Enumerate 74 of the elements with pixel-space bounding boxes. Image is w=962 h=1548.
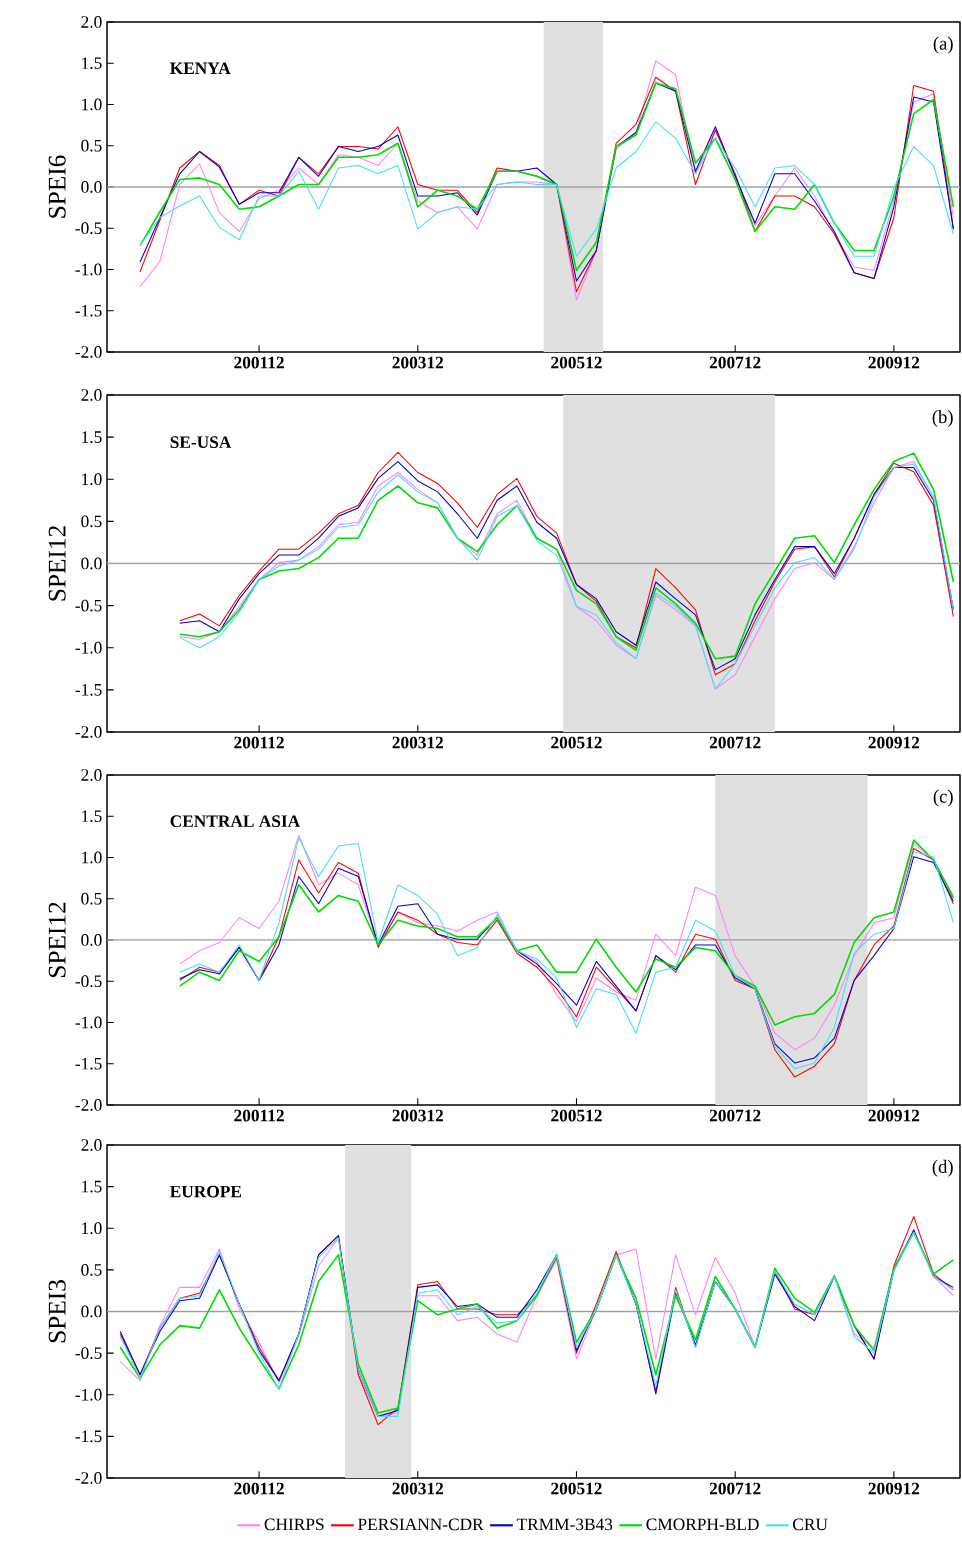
x-tick-label: 200112 — [234, 1482, 284, 1495]
y-tick-label: -1.5 — [75, 1057, 102, 1070]
y-tick-label: 2.0 — [81, 389, 102, 401]
y-tick-label: -2.0 — [75, 1472, 102, 1484]
x-tick-label: 200712 — [709, 1109, 761, 1122]
y-tick-label: -2.0 — [75, 1099, 102, 1111]
x-tick-label: 200912 — [868, 1109, 920, 1122]
x-tick-label: 200712 — [709, 736, 761, 749]
x-tick-label: 200112 — [234, 1109, 284, 1122]
y-tick-label: -1.5 — [75, 684, 102, 696]
y-tick-label: -1.5 — [75, 1430, 102, 1443]
text: SE-USA — [170, 436, 232, 448]
line-series — [139, 121, 954, 257]
y-tick-label: 0.5 — [81, 1263, 102, 1276]
y-tick-label: 1.0 — [82, 1222, 102, 1235]
x-tick-label: 200512 — [551, 736, 602, 749]
x-tick-label: 200912 — [868, 356, 920, 369]
text: CENTRAL ASIA — [170, 815, 301, 828]
x-tick-label: 200312 — [392, 1109, 444, 1122]
y-tick-label: 1.5 — [82, 431, 102, 443]
text: EUROPE — [170, 1185, 242, 1198]
y-tick-label: 1.5 — [82, 810, 102, 823]
y-tick-label: 0.0 — [81, 557, 102, 570]
x-tick-label: 200512 — [551, 356, 602, 369]
y-tick-label: -0.5 — [75, 222, 102, 235]
y-tick-label: 1.5 — [82, 1180, 102, 1193]
y-tick-label: -1.0 — [75, 263, 102, 276]
y-tick-label: 1.0 — [82, 98, 102, 111]
y-tick-label: -1.0 — [75, 641, 102, 654]
x-tick-label: 200312 — [392, 1482, 444, 1495]
x-tick-label: 200912 — [868, 736, 920, 749]
y-axis-title: SPEI3 — [48, 1280, 66, 1343]
y-tick-label: -2.0 — [75, 346, 102, 358]
y-tick-label: -1.0 — [75, 1388, 102, 1401]
y-tick-label: 1.0 — [82, 473, 102, 486]
x-tick-label: 200912 — [868, 1482, 920, 1495]
y-tick-label: 2.0 — [81, 1139, 102, 1151]
y-tick-label: 0.5 — [81, 515, 102, 528]
x-tick-label: 200712 — [709, 1482, 761, 1495]
x-tick-label: 200112 — [234, 736, 284, 749]
y-axis-title: SPEI6 — [48, 155, 66, 218]
legend-label: CMORPH-BLD — [646, 1518, 759, 1531]
y-tick-label: -0.5 — [75, 1347, 102, 1360]
x-tick-label: 200712 — [709, 356, 761, 369]
y-tick-label: 1.5 — [82, 57, 102, 70]
y-tick-label: 0.0 — [81, 181, 102, 193]
y-tick-label: -2.0 — [75, 726, 102, 738]
y-tick-label: 0.5 — [81, 139, 102, 152]
y-tick-label: -0.5 — [75, 975, 102, 988]
y-axis-title: SPEI12 — [48, 526, 66, 601]
y-tick-label: 2.0 — [81, 16, 102, 28]
text: KENYA — [170, 62, 231, 74]
y-tick-label: 2.0 — [81, 769, 102, 781]
y-tick-label: -1.5 — [75, 304, 102, 317]
y-tick-label: 0.0 — [81, 934, 102, 946]
legend-label: CHIRPS — [264, 1518, 324, 1531]
y-tick-label: 1.0 — [82, 851, 102, 864]
y-tick-label: -1.0 — [75, 1016, 102, 1029]
y-tick-label: 0.0 — [81, 1305, 102, 1318]
legend-label: TRMM-3B43 — [516, 1518, 613, 1531]
y-axis-title: SPEI12 — [48, 902, 66, 978]
legend-label: CRU — [793, 1518, 828, 1531]
annotation: (b) — [932, 410, 953, 428]
legend-label: PERSIANN-CDR — [358, 1518, 484, 1531]
annotation: (a) — [933, 36, 953, 54]
x-tick-label: 200312 — [392, 356, 444, 369]
x-tick-label: 200512 — [551, 1482, 602, 1495]
annotation: (c) — [933, 789, 953, 807]
x-tick-label: 200512 — [551, 1109, 602, 1122]
x-tick-label: 200312 — [392, 736, 444, 749]
x-tick-label: 200112 — [234, 356, 284, 369]
annotation: (d) — [932, 1159, 953, 1177]
y-tick-label: 0.5 — [81, 892, 102, 905]
y-tick-label: -0.5 — [75, 599, 102, 612]
